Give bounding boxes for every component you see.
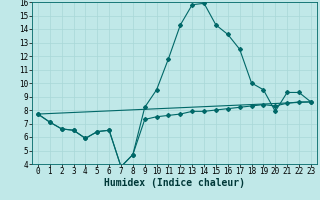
X-axis label: Humidex (Indice chaleur): Humidex (Indice chaleur) (104, 178, 245, 188)
